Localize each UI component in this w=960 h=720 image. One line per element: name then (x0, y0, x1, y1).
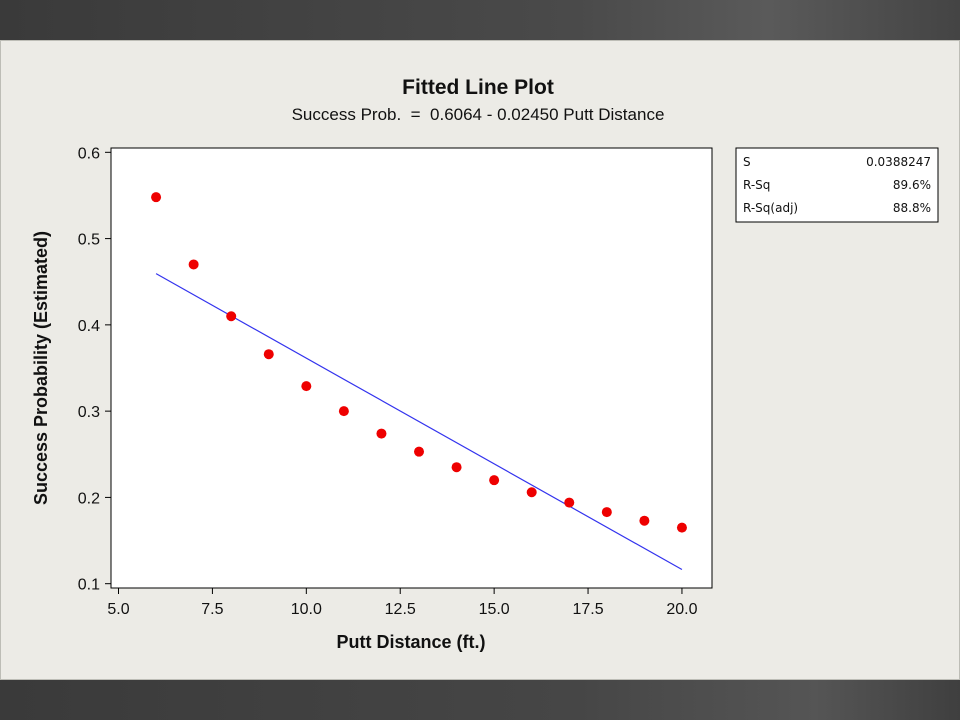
x-tick-label: 10.0 (291, 601, 322, 618)
stats-rows: S 0.0388247 R-Sq 89.6% R-Sq(adj) 88.8% (743, 155, 931, 215)
data-point (526, 487, 537, 498)
data-points-series (151, 192, 687, 533)
data-point (414, 446, 425, 457)
y-axis-ticks: 0.1 0.2 0.3 0.4 0.5 0.6 (78, 145, 111, 594)
plot-area (110, 147, 713, 589)
stats-box: S 0.0388247 R-Sq 89.6% R-Sq(adj) 88.8% (735, 147, 939, 223)
y-tick-label: 0.1 (78, 577, 100, 594)
chart-subtitle: Success Prob. = 0.6064 - 0.02450 Putt Di… (292, 105, 665, 124)
x-tick-label: 20.0 (666, 601, 697, 618)
y-tick-label: 0.2 (78, 490, 100, 507)
x-axis-label: Putt Distance (ft.) (336, 632, 485, 652)
slide-bottom-band (0, 680, 960, 720)
data-point (301, 381, 312, 392)
data-point (676, 522, 687, 533)
data-point (489, 475, 500, 486)
stat-value: 89.6% (893, 178, 931, 192)
data-point (601, 507, 612, 518)
x-tick-label: 5.0 (107, 601, 129, 618)
x-tick-label: 17.5 (572, 601, 603, 618)
slide-top-band (0, 0, 960, 40)
chart-title: Fitted Line Plot (402, 76, 554, 99)
data-point (151, 192, 162, 203)
y-tick-label: 0.5 (78, 232, 100, 249)
data-point (188, 259, 199, 270)
x-axis-ticks: 5.0 7.5 10.0 12.5 15.0 17.5 20.0 (107, 588, 698, 618)
x-tick-label: 12.5 (385, 601, 416, 618)
y-axis-label: Success Probability (Estimated) (31, 231, 51, 505)
fitted-line-series (155, 273, 683, 571)
data-point (564, 497, 575, 508)
y-tick-label: 0.4 (78, 318, 100, 335)
data-point (263, 349, 274, 360)
stat-name: R-Sq (743, 178, 770, 192)
x-tick-label: 7.5 (201, 601, 223, 618)
data-point (376, 428, 387, 439)
y-tick-label: 0.6 (78, 145, 100, 162)
fitted-line (155, 273, 683, 571)
x-tick-label: 15.0 (479, 601, 510, 618)
y-tick-label: 0.3 (78, 404, 100, 421)
data-point (226, 311, 237, 322)
data-point (639, 515, 650, 526)
stat-name: R-Sq(adj) (743, 201, 798, 215)
stat-name: S (743, 155, 751, 169)
stat-value: 88.8% (893, 201, 931, 215)
stat-value: 0.0388247 (866, 155, 931, 169)
data-point (338, 406, 349, 417)
stats-box-frame (735, 147, 939, 223)
data-point (451, 462, 462, 473)
